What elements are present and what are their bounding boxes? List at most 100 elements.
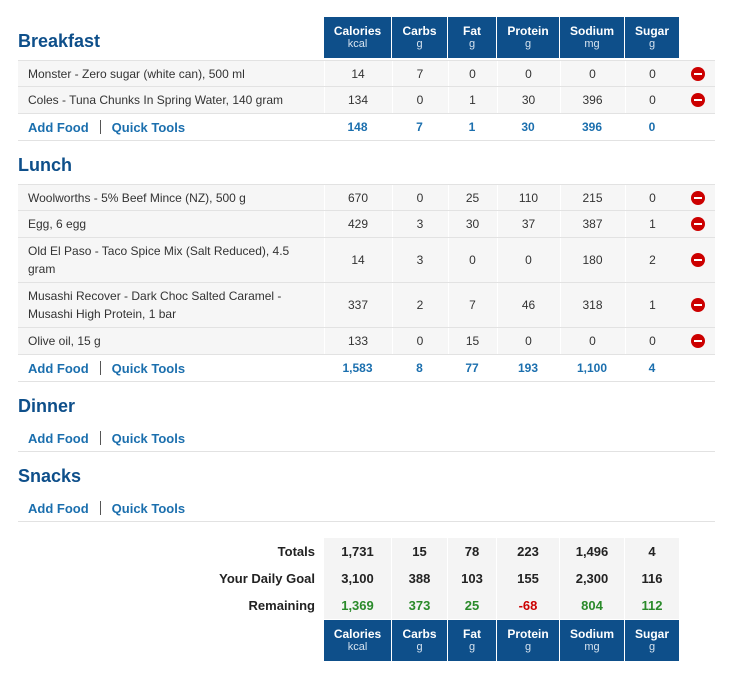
sugar-cell: 1 (625, 283, 679, 327)
quick-tools-link[interactable]: Quick Tools (111, 430, 186, 446)
sodium-cell: 396 (560, 87, 624, 113)
header-sodium: Sodium mg (560, 17, 624, 58)
delete-icon[interactable] (691, 217, 705, 231)
meal-actions-row: Add Food Quick Tools (18, 495, 715, 522)
link-divider (99, 501, 101, 515)
total-sugar: 4 (648, 361, 656, 375)
footer-header-sugar: Sugar g (625, 620, 679, 661)
sodium-cell: 180 (560, 238, 624, 282)
food-row: Musashi Recover - Dark Choc Salted Caram… (18, 283, 715, 328)
sodium-cell: 215 (560, 185, 624, 210)
footer-header-fat: Fat g (448, 620, 496, 661)
food-name[interactable]: Old El Paso - Taco Spice Mix (Salt Reduc… (28, 244, 290, 276)
goal-protein: 155 (497, 565, 559, 592)
calories-cell: 14 (324, 61, 391, 86)
delete-icon[interactable] (691, 66, 705, 81)
fat-cell: 30 (448, 211, 496, 237)
summary-goal-label-wrap: Your Daily Goal (0, 565, 324, 592)
goal-fat: 103 (448, 565, 496, 592)
goal-sugar: 116 (625, 565, 679, 592)
fat-cell: 25 (448, 185, 496, 210)
total-protein: 30 (521, 120, 535, 134)
delete-icon[interactable] (691, 93, 705, 107)
food-row: Old El Paso - Taco Spice Mix (Salt Reduc… (18, 238, 715, 283)
delete-icon[interactable] (691, 253, 705, 267)
sugar-cell: 0 (625, 185, 679, 210)
sugar-cell: 0 (625, 87, 679, 113)
summary-total-calories: 1,731 (324, 538, 391, 565)
fat-cell: 1 (448, 87, 496, 113)
quick-tools-link[interactable]: Quick Tools (111, 119, 186, 135)
header-carbs: Carbs g (392, 17, 447, 58)
protein-cell: 37 (497, 211, 559, 237)
protein-cell: 0 (497, 61, 559, 86)
food-row: Egg, 6 egg 429 3 30 37 387 1 (18, 211, 715, 238)
protein-cell: 30 (497, 87, 559, 113)
quick-tools-link[interactable]: Quick Tools (111, 500, 186, 516)
summary-totals-label-wrap: Totals (0, 538, 324, 565)
carbs-cell: 0 (392, 185, 447, 210)
remaining-sodium: 804 (560, 592, 624, 619)
total-calories: 1,583 (342, 361, 373, 375)
protein-cell: 46 (497, 283, 559, 327)
add-food-link[interactable]: Add Food (28, 500, 89, 516)
calories-cell: 14 (324, 238, 391, 282)
summary-remaining-label-wrap: Remaining (0, 592, 324, 619)
meal-totals-row: Add Food Quick Tools 148 7 1 30 396 0 (18, 114, 715, 141)
food-name[interactable]: Coles - Tuna Chunks In Spring Water, 140… (28, 93, 284, 107)
link-divider (99, 431, 101, 445)
fat-cell: 0 (448, 238, 496, 282)
total-carbs: 7 (416, 120, 423, 134)
header-fat: Fat g (448, 17, 496, 58)
food-row: Olive oil, 15 g 133 0 15 0 0 0 (18, 328, 715, 355)
calories-cell: 133 (324, 328, 391, 354)
add-food-link[interactable]: Add Food (28, 430, 89, 446)
delete-icon[interactable] (691, 190, 705, 205)
sugar-cell: 2 (625, 238, 679, 282)
add-food-link[interactable]: Add Food (28, 360, 89, 376)
sodium-cell: 0 (560, 328, 624, 354)
goal-carbs: 388 (392, 565, 447, 592)
calories-cell: 429 (324, 211, 391, 237)
calories-cell: 670 (324, 185, 391, 210)
remaining-fat: 25 (448, 592, 496, 619)
carbs-cell: 3 (392, 238, 447, 282)
add-food-link[interactable]: Add Food (28, 119, 89, 135)
sugar-cell: 1 (625, 211, 679, 237)
sugar-cell: 0 (625, 61, 679, 86)
delete-icon[interactable] (691, 334, 705, 348)
meal-title-dinner: Dinner (18, 396, 76, 416)
total-fat: 1 (468, 120, 476, 134)
food-name[interactable]: Egg, 6 egg (28, 217, 87, 231)
total-protein: 193 (517, 361, 539, 375)
meal-title-lunch: Lunch (18, 155, 72, 175)
link-divider (99, 120, 101, 134)
summary-total-sodium: 1,496 (560, 538, 624, 565)
fat-cell: 7 (448, 283, 496, 327)
food-name[interactable]: Musashi Recover - Dark Choc Salted Caram… (28, 289, 282, 321)
sodium-cell: 387 (560, 211, 624, 237)
delete-icon[interactable] (691, 298, 705, 312)
header-calories: Calories kcal (324, 17, 391, 58)
food-name[interactable]: Monster - Zero sugar (white can), 500 ml (28, 66, 245, 81)
quick-tools-link[interactable]: Quick Tools (111, 360, 186, 376)
meal-actions-row: Add Food Quick Tools (18, 425, 715, 452)
food-name[interactable]: Woolworths - 5% Beef Mince (NZ), 500 g (28, 190, 246, 205)
meal-title-breakfast: Breakfast (18, 31, 101, 51)
food-row: Coles - Tuna Chunks In Spring Water, 140… (18, 87, 715, 114)
total-sugar: 0 (648, 120, 656, 134)
sodium-cell: 318 (560, 283, 624, 327)
goal-label: Your Daily Goal (219, 571, 315, 586)
totals-label: Totals (277, 544, 315, 559)
header-protein: Protein g (497, 17, 559, 58)
carbs-cell: 0 (392, 87, 447, 113)
total-fat: 77 (465, 361, 479, 375)
carbs-cell: 3 (392, 211, 447, 237)
total-sodium: 1,100 (576, 361, 608, 375)
total-sodium: 396 (581, 120, 603, 134)
remaining-carbs: 373 (392, 592, 447, 619)
header-sugar: Sugar g (625, 17, 679, 58)
calories-cell: 337 (324, 283, 391, 327)
food-name[interactable]: Olive oil, 15 g (28, 334, 101, 348)
meal-title-snacks: Snacks (18, 466, 82, 486)
